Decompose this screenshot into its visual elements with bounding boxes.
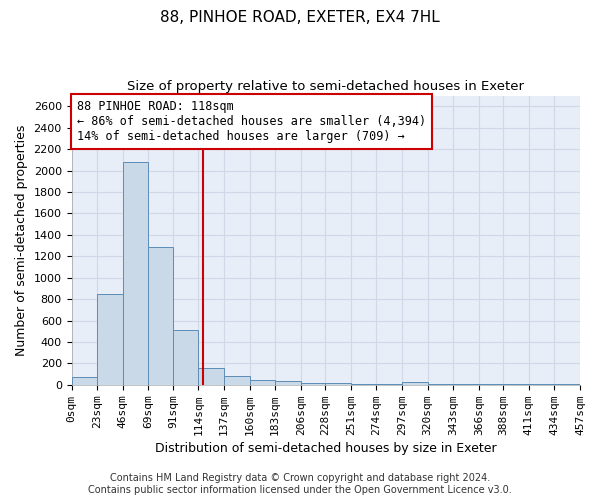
Bar: [199, 368, 224, 385]
Bar: [71, 377, 97, 385]
Bar: [479, 384, 503, 385]
Bar: [351, 384, 376, 385]
Bar: [325, 382, 351, 385]
Bar: [301, 382, 325, 385]
Bar: [554, 384, 580, 385]
Bar: [173, 330, 199, 385]
Text: 88 PINHOE ROAD: 118sqm
← 86% of semi-detached houses are smaller (4,394)
14% of : 88 PINHOE ROAD: 118sqm ← 86% of semi-det…: [77, 100, 426, 143]
X-axis label: Distribution of semi-detached houses by size in Exeter: Distribution of semi-detached houses by …: [155, 442, 497, 455]
Bar: [250, 380, 275, 385]
Bar: [453, 384, 479, 385]
Bar: [224, 376, 250, 385]
Bar: [428, 384, 453, 385]
Text: 88, PINHOE ROAD, EXETER, EX4 7HL: 88, PINHOE ROAD, EXETER, EX4 7HL: [160, 10, 440, 25]
Bar: [529, 384, 554, 385]
Bar: [148, 247, 173, 385]
Bar: [376, 384, 402, 385]
Text: Contains HM Land Registry data © Crown copyright and database right 2024.
Contai: Contains HM Land Registry data © Crown c…: [88, 474, 512, 495]
Bar: [503, 384, 529, 385]
Bar: [123, 162, 148, 385]
Bar: [97, 294, 123, 385]
Y-axis label: Number of semi-detached properties: Number of semi-detached properties: [15, 124, 28, 356]
Bar: [402, 382, 428, 385]
Title: Size of property relative to semi-detached houses in Exeter: Size of property relative to semi-detach…: [127, 80, 524, 93]
Bar: [275, 381, 301, 385]
